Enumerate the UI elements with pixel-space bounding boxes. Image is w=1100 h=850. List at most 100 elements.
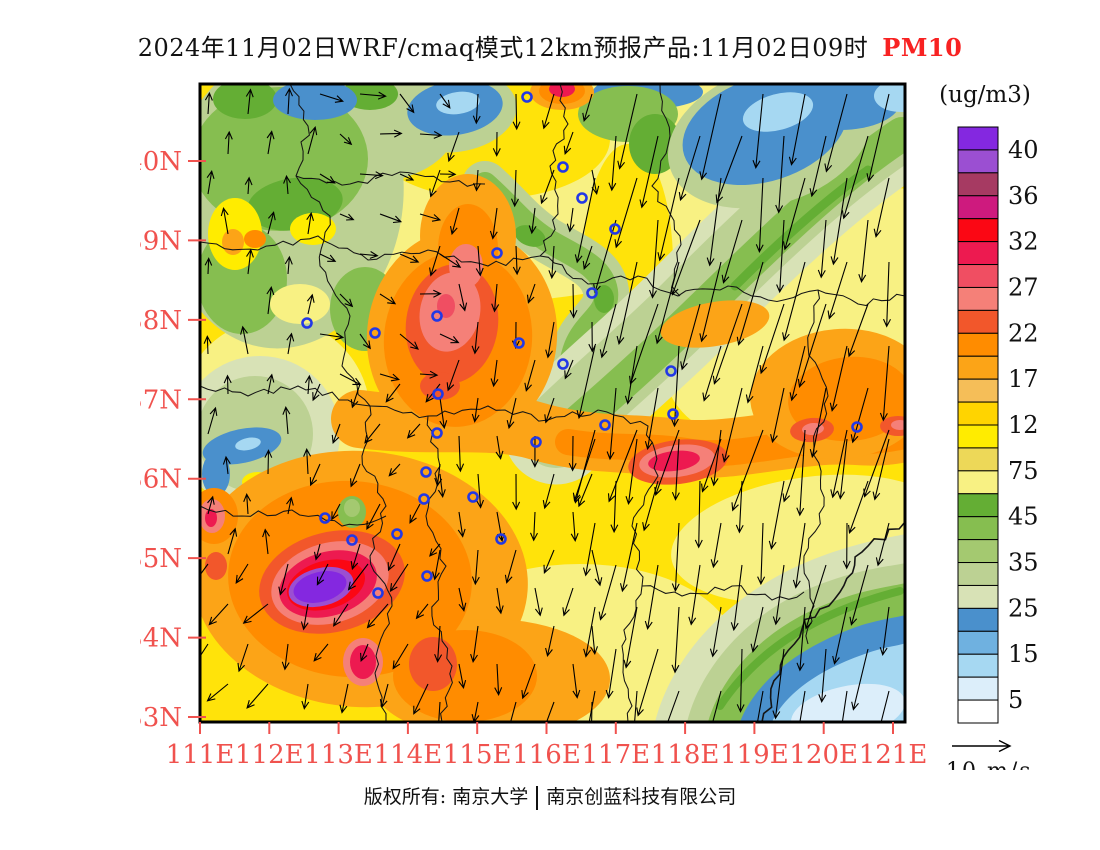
wind-arrow (245, 88, 254, 115)
axes-layer: 40N 39N 38N 37N 36N 35N 34N 33N 111E112E113E114E… (140, 147, 927, 770)
wind-arrow (333, 603, 349, 627)
colorbar-segment (957, 470, 999, 495)
wind-arrow (678, 135, 701, 202)
wind-arrow (841, 135, 869, 220)
contour-region (449, 244, 483, 288)
wind-arrow (770, 387, 785, 444)
wind-arrow (598, 564, 617, 621)
wind-arrow (858, 219, 869, 283)
wind-arrow (278, 563, 289, 596)
boundary-line (597, 409, 659, 722)
boundary-line (361, 405, 393, 722)
colorbar-segment (957, 653, 999, 678)
wind-arrow (379, 373, 401, 382)
wind-arrow (389, 563, 409, 593)
wind-arrow (359, 171, 384, 180)
colorbar-tick-label: 15 (1008, 640, 1039, 668)
wind-arrow (568, 435, 577, 472)
wind-arrow (624, 345, 638, 405)
wind-arrow (471, 549, 480, 586)
wind-arrow (712, 690, 722, 722)
wind-arrow (267, 211, 276, 235)
contour-region (235, 437, 261, 451)
wind-arrow (582, 93, 593, 123)
contour-region (730, 165, 873, 291)
lat-tick-label: 37N (140, 385, 182, 415)
lat-tick-label: 33N (140, 703, 182, 733)
colorbar-tick-label: 125 (1008, 411, 1040, 439)
contour-region (891, 420, 905, 430)
wind-arrow (204, 257, 213, 275)
wind-arrow (619, 522, 638, 593)
wind-arrow (824, 93, 848, 173)
chart-title-text: 2024年11月02日WRF/cmaq模式12km预报产品:11月02日09时 (137, 34, 869, 62)
wind-arrow (429, 245, 441, 277)
city-marker-icon (576, 192, 588, 204)
boundary-line (803, 289, 829, 645)
boundary-line (651, 84, 682, 297)
wind-arrow (286, 496, 294, 515)
wind-arrow (429, 543, 441, 557)
wind-arrow (546, 701, 555, 722)
wind-arrow (809, 387, 827, 459)
wind-arrow (608, 135, 617, 192)
wind-arrow (757, 522, 766, 586)
city-marker-icon (432, 388, 444, 400)
colorbar-tick-label: 5 (1008, 686, 1023, 714)
wind-arrow (782, 261, 806, 342)
wind-arrow (457, 511, 466, 538)
boundary-line (761, 521, 905, 722)
wind-arrow (316, 563, 329, 586)
wind-arrow (789, 345, 806, 402)
wind-arrow (304, 374, 313, 395)
contour-region (648, 450, 700, 472)
wind-arrow (562, 587, 574, 617)
wind-arrow (220, 207, 229, 235)
wind-arrow (399, 253, 420, 263)
wind-arrow (797, 303, 827, 389)
colorbar-segment (957, 286, 999, 311)
wind-arrow (699, 93, 722, 181)
colorbar-segment (957, 539, 999, 564)
wind-arrow (244, 176, 253, 195)
wind-arrow (379, 683, 389, 709)
wind-arrow (775, 135, 785, 214)
city-marker-icon (667, 408, 679, 420)
colorbar-segment (957, 630, 999, 655)
colorbar-segment (957, 264, 999, 288)
wind-arrow (710, 522, 722, 569)
wind-arrow (266, 286, 275, 315)
colorbar-segment (957, 447, 999, 472)
city-marker-icon (467, 491, 479, 503)
city-marker-icon (521, 91, 533, 103)
wind-arrow (809, 135, 827, 198)
wind-arrow (818, 648, 827, 704)
lon-tick-label: 119E (720, 740, 789, 770)
wind-arrow (456, 435, 465, 473)
colorbar-segment (957, 676, 999, 701)
lon-tick-label: 112E (235, 740, 304, 770)
wind-arrow (712, 303, 743, 385)
wind-arrow (491, 283, 500, 313)
wind-arrow (782, 438, 806, 503)
wind-arrow (307, 125, 318, 155)
wind-arrow (339, 373, 362, 386)
wind-arrow (350, 463, 361, 488)
wind-arrow (473, 169, 481, 192)
wind-arrow (644, 387, 659, 451)
wind-arrow (350, 543, 361, 571)
wind-arrow (526, 283, 536, 304)
wind-arrow (286, 332, 295, 355)
colorbar-tick-label: 325 (1008, 228, 1040, 256)
city-markers-layer (301, 91, 863, 599)
wind-arrow (614, 177, 638, 249)
lon-tick-label: 118E (651, 740, 720, 770)
lon-tick-label: 113E (304, 740, 373, 770)
wind-arrow (572, 663, 581, 699)
wind-arrow (528, 207, 537, 235)
wind-arrow (200, 563, 209, 576)
colorbar-tick-label: 25 (1008, 594, 1039, 622)
wind-arrow (706, 177, 722, 267)
wind-arrow (281, 643, 290, 671)
copyright-owner: 版权所有: 南京大学 (363, 786, 529, 808)
